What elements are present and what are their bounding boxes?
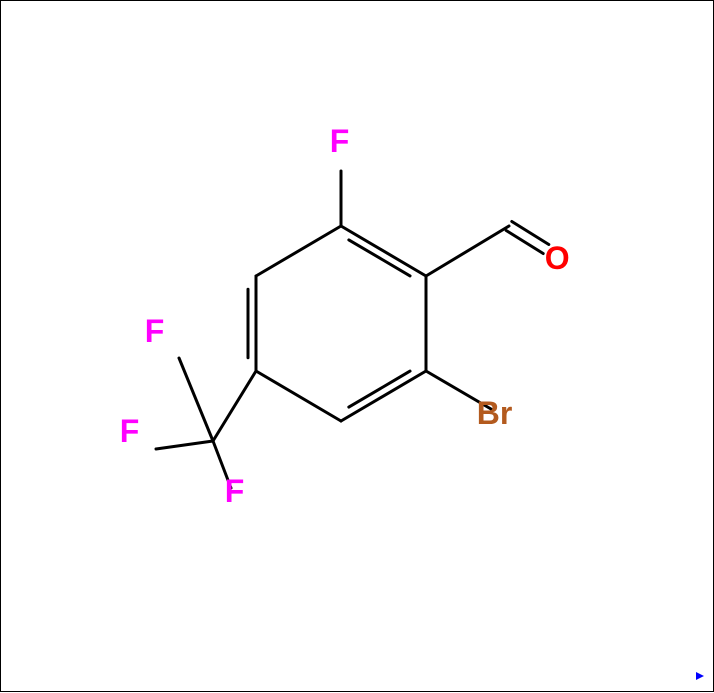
bonds-group (156, 171, 549, 488)
atom-br: Br (477, 395, 513, 432)
atom-f2: F (145, 313, 165, 350)
atom-f3: F (120, 413, 140, 450)
atom-f1: F (330, 123, 350, 160)
atom-o: O (545, 240, 570, 277)
play-marker-icon (696, 672, 704, 680)
canvas-border: F F F F Br O (0, 0, 714, 692)
molecule-svg (1, 1, 714, 693)
marker-group (696, 672, 704, 680)
atom-f4: F (225, 473, 245, 510)
